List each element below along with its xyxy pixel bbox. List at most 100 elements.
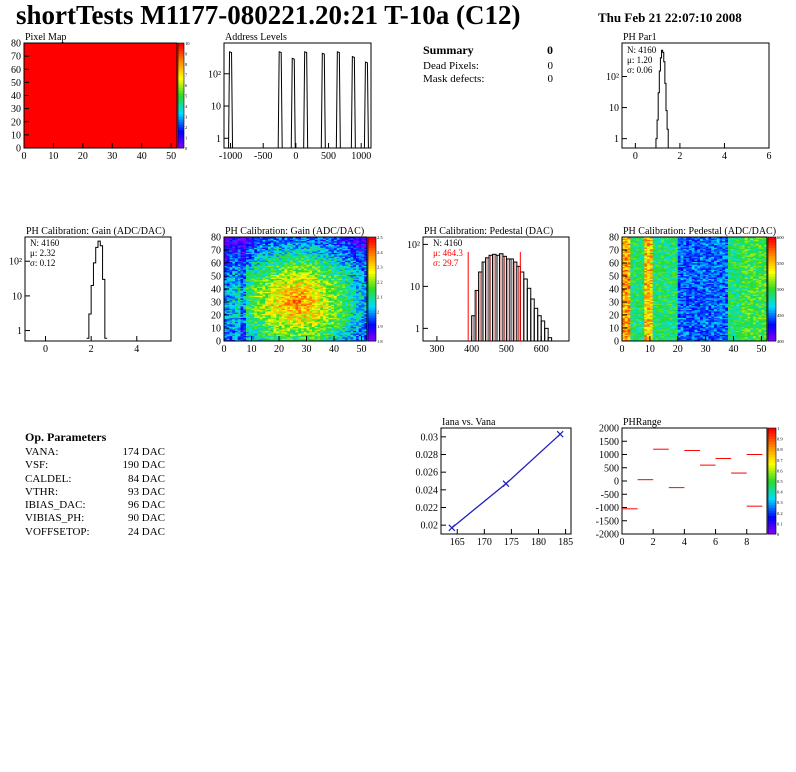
heatmap-cell <box>635 292 640 295</box>
heatmap-cell <box>334 261 338 264</box>
x-tick-label: 50 <box>166 151 176 162</box>
heatmap-cell <box>295 308 299 311</box>
heatmap-cell <box>306 287 310 290</box>
heatmap-cell <box>232 273 236 275</box>
heatmap-cell <box>290 305 294 308</box>
heatmap-cell <box>232 278 236 281</box>
y-tick-label: 0 <box>16 144 21 155</box>
heatmap-cell <box>301 315 305 317</box>
heatmap-cell <box>248 309 252 312</box>
heatmap-cell <box>257 282 261 285</box>
palette-swatch <box>368 252 376 256</box>
heatmap-cell <box>237 294 241 296</box>
heatmap-cell <box>320 335 324 338</box>
heatmap-cell <box>334 308 338 311</box>
heatmap-cell <box>279 250 283 252</box>
heatmap-cell <box>356 324 360 326</box>
heatmap-cell <box>257 331 261 334</box>
heatmap-cell <box>342 270 346 273</box>
heatmap-cell <box>633 283 637 286</box>
heatmap-cell <box>309 311 313 313</box>
heatmap-cell <box>627 312 631 314</box>
heatmap-cell <box>309 302 313 304</box>
palette-swatch <box>368 322 376 326</box>
heatmap-cell <box>281 296 285 299</box>
heatmap-cell <box>248 303 252 305</box>
heatmap-cell <box>336 329 340 331</box>
heatmap-cell <box>627 285 631 287</box>
heatmap-cell <box>336 300 340 303</box>
heatmap-cell <box>350 291 354 294</box>
heatmap-cell <box>276 303 280 305</box>
heatmap-cell <box>268 250 272 252</box>
heatmap-cell <box>356 257 360 260</box>
heatmap-cell <box>290 317 294 320</box>
heatmap-cell <box>364 296 368 299</box>
heatmap-cell <box>295 250 299 252</box>
heatmap-cell <box>235 326 239 329</box>
heatmap-cell <box>638 299 642 301</box>
heatmap-cell <box>331 295 335 298</box>
heatmap-cell <box>361 299 365 301</box>
heatmap-cell <box>270 277 274 279</box>
heatmap-cell <box>303 326 307 329</box>
heatmap-cell <box>290 299 294 301</box>
heatmap-cell <box>345 317 349 320</box>
heatmap-cell <box>364 270 368 273</box>
heatmap-cell <box>323 260 327 262</box>
heatmap-cell <box>306 325 310 327</box>
heatmap-cell <box>268 242 272 244</box>
heatmap-cell <box>295 242 299 244</box>
heatmap-cell <box>345 315 349 317</box>
heatmap-cell <box>301 303 305 305</box>
heatmap-cell <box>259 285 263 287</box>
heatmap-cell <box>635 256 640 259</box>
heatmap-cell <box>226 311 230 313</box>
heatmap-cell <box>347 270 351 273</box>
heatmap-cell <box>251 331 255 334</box>
heatmap-cell <box>268 329 272 331</box>
heatmap-cell <box>226 315 230 317</box>
heatmap-cell <box>303 299 307 301</box>
heatmap-cell <box>270 252 274 255</box>
heatmap-cell <box>273 243 277 246</box>
heatmap-cell <box>287 294 291 296</box>
heatmap-cell <box>235 328 239 330</box>
heatmap-cell <box>627 318 631 321</box>
heatmap-cell <box>284 240 288 243</box>
heatmap-cell <box>622 264 626 266</box>
heatmap-cell <box>356 266 360 269</box>
heatmap-cell <box>287 309 291 312</box>
heatmap-cell <box>290 298 294 300</box>
heatmap-cell <box>342 286 346 288</box>
heatmap-cell <box>630 278 634 281</box>
heatmap-cell <box>254 243 258 246</box>
heatmap-cell <box>290 276 294 278</box>
heatmap-cell <box>622 238 626 240</box>
heatmap-cell <box>306 238 310 240</box>
heatmap-cell <box>270 238 274 240</box>
heatmap-cell <box>229 278 233 281</box>
heatmap-cell <box>279 259 283 261</box>
heatmap-cell <box>279 326 283 329</box>
heatmap-cell <box>279 325 283 327</box>
heatmap-cell <box>284 322 288 325</box>
heatmap-cell <box>635 263 640 265</box>
heatmap-cell <box>254 250 258 252</box>
heatmap-cell <box>624 264 628 266</box>
heatmap-cell <box>638 330 642 333</box>
heatmap-cell <box>240 328 244 330</box>
x-tick-label: 600 <box>534 344 549 355</box>
heatmap-cell <box>331 257 335 260</box>
heatmap-cell <box>334 329 338 331</box>
heatmap-cell <box>627 313 631 316</box>
heatmap-cell <box>347 253 351 256</box>
heatmap-cell <box>323 246 327 248</box>
heatmap-cell <box>630 335 634 338</box>
heatmap-cell <box>292 317 296 320</box>
heatmap-cell <box>232 287 236 290</box>
heatmap-cell <box>309 300 313 303</box>
heatmap-cell <box>273 338 277 340</box>
heatmap-cell <box>237 261 241 264</box>
heatmap-cell <box>635 313 640 316</box>
